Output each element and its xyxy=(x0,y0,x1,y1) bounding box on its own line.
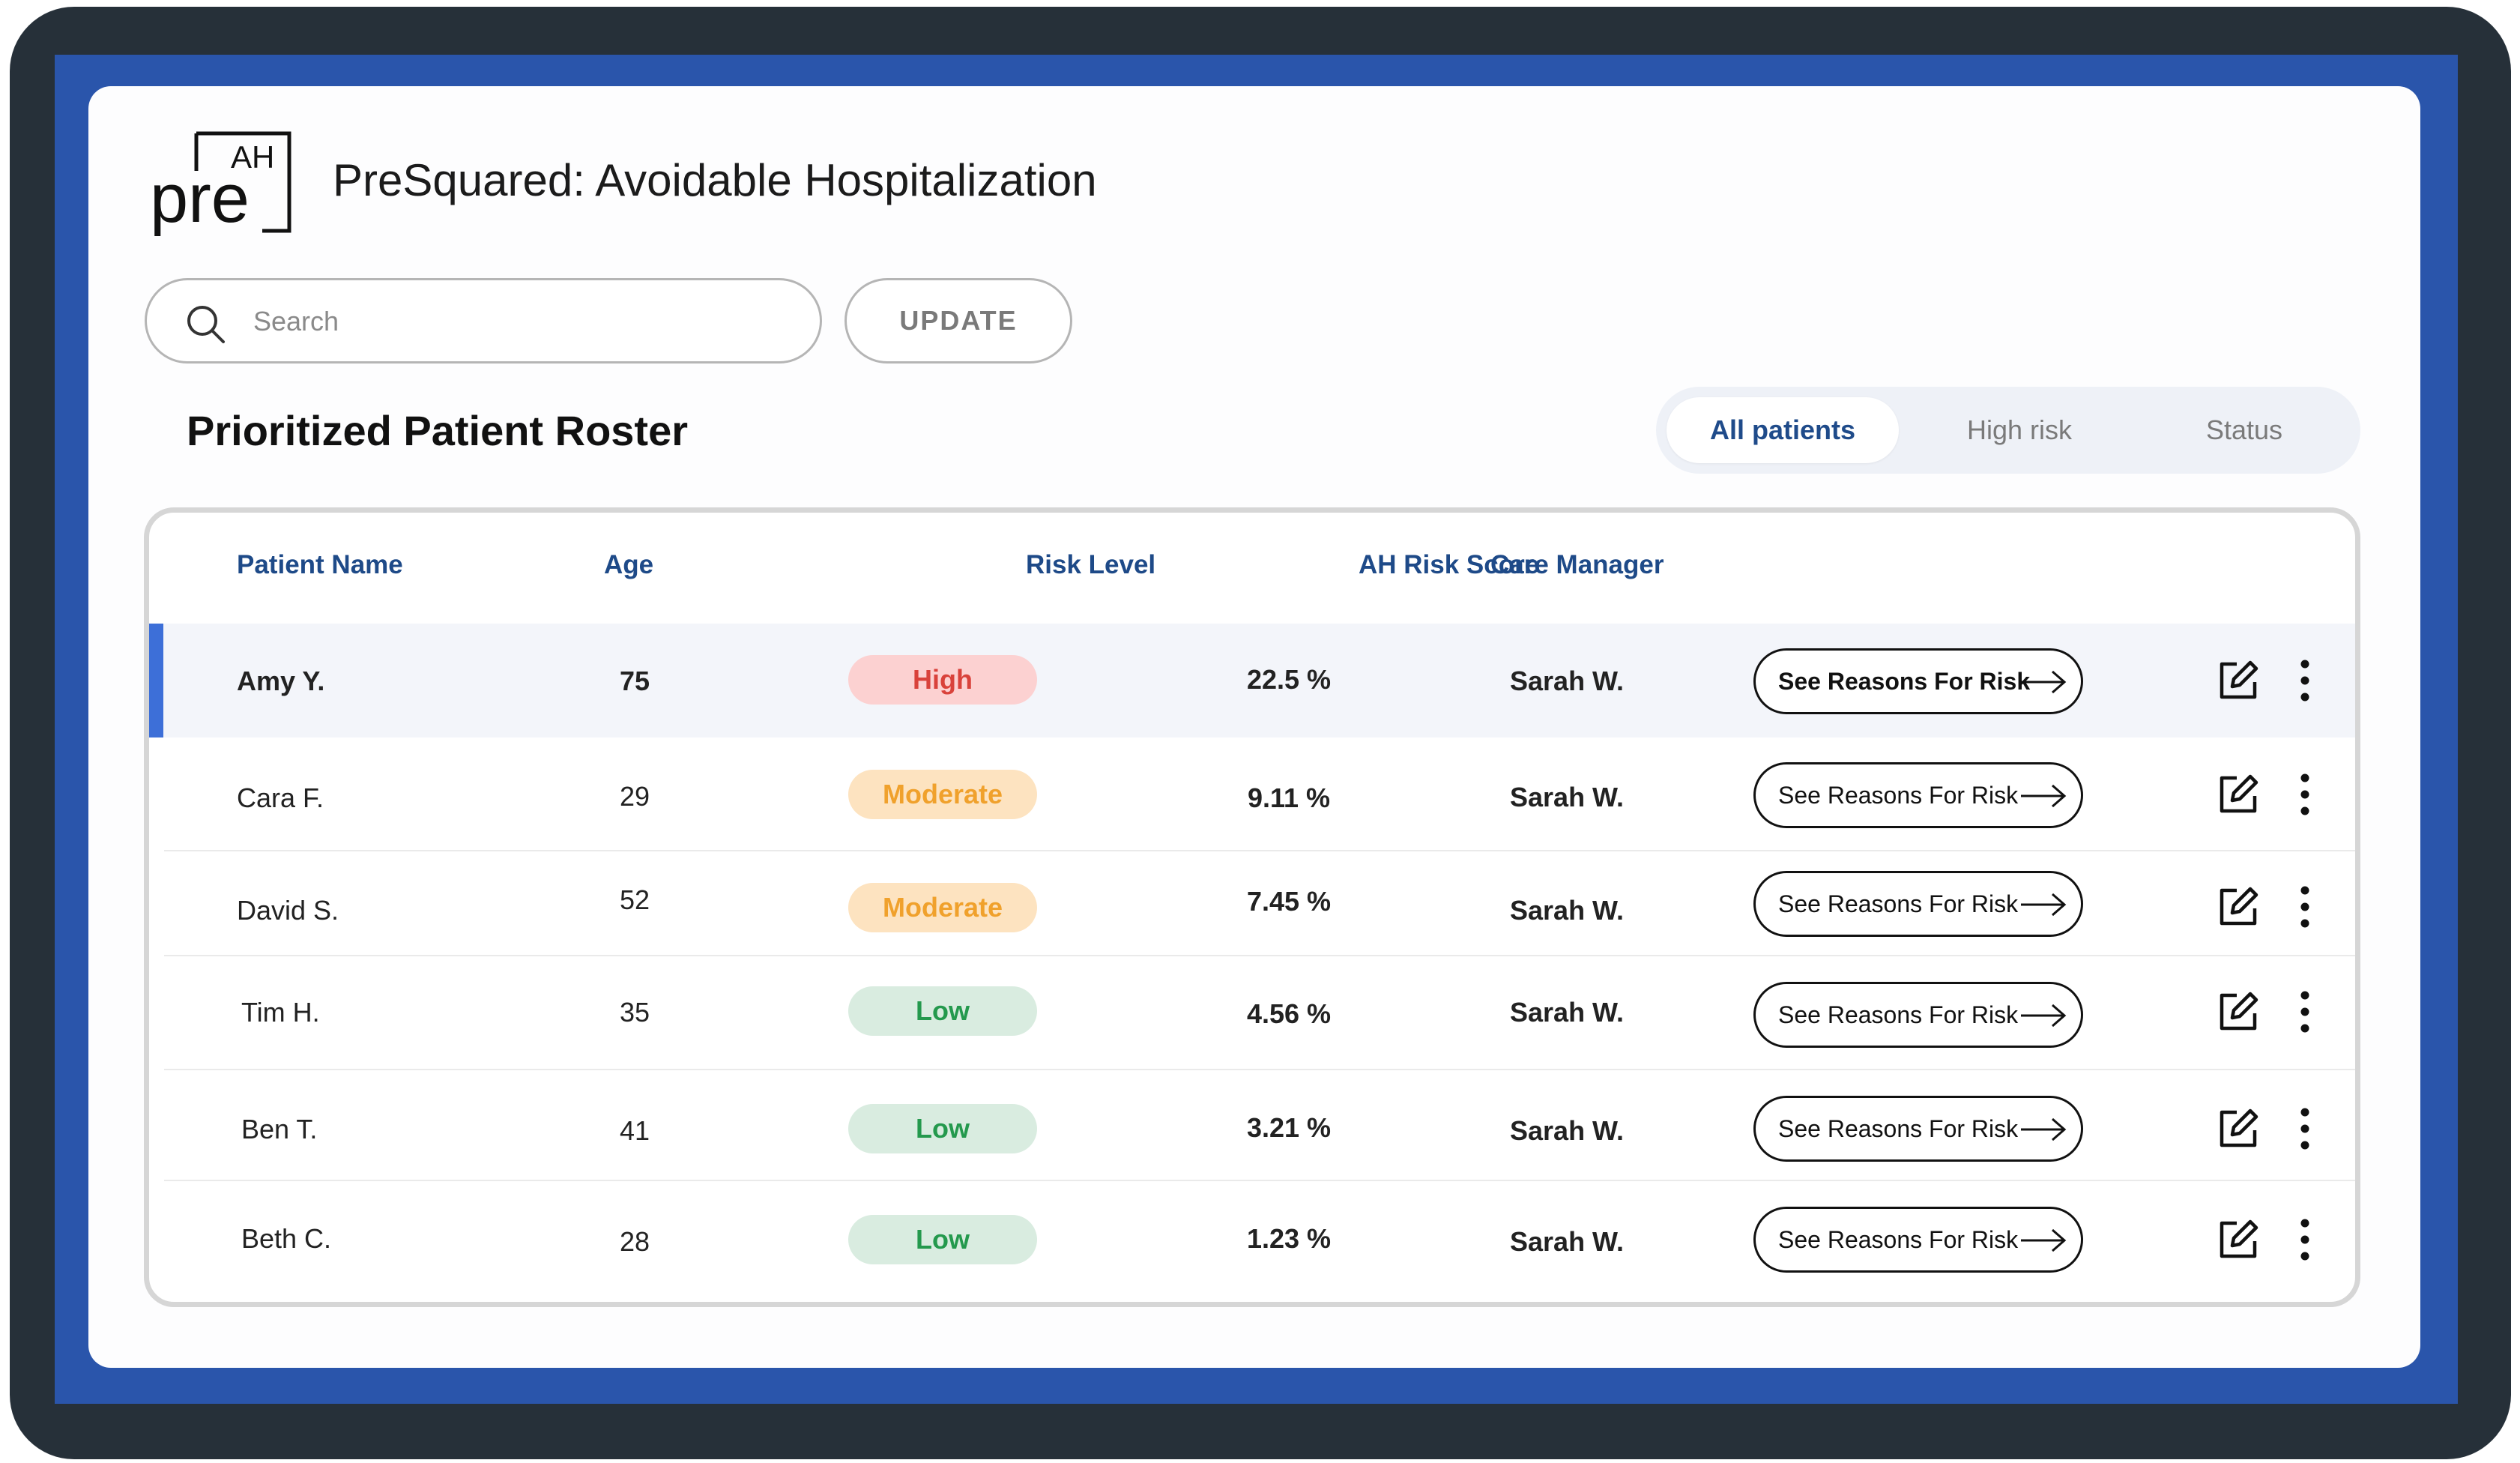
patient-name: Beth C. xyxy=(241,1223,332,1254)
column-header-age[interactable]: Age xyxy=(604,550,654,579)
more-vertical-icon[interactable] xyxy=(2297,989,2312,1034)
arrow-right-icon xyxy=(2021,1004,2067,1028)
column-header-care-manager[interactable]: Care Manager xyxy=(1490,550,1664,579)
tab-high-risk[interactable]: High risk xyxy=(1966,414,2073,445)
column-header-patient-name[interactable]: Patient Name xyxy=(237,550,403,579)
edit-icon[interactable] xyxy=(2216,772,2261,817)
edit-icon[interactable] xyxy=(2216,1106,2261,1151)
patient-age: 35 xyxy=(619,997,650,1028)
risk-badge: Low xyxy=(848,986,1037,1036)
edit-icon[interactable] xyxy=(2216,989,2261,1034)
logo-pre-text: pre xyxy=(150,160,250,237)
see-reasons-label: See Reasons For Risk xyxy=(1778,781,2019,809)
see-reasons-button[interactable]: See Reasons For Risk xyxy=(1753,1096,2083,1162)
column-header-risk-level[interactable]: Risk Level xyxy=(1026,550,1156,579)
see-reasons-label: See Reasons For Risk xyxy=(1778,1001,2019,1028)
risk-badge: High xyxy=(848,655,1037,705)
row-divider xyxy=(164,850,2355,851)
see-reasons-button[interactable]: See Reasons For Risk xyxy=(1753,982,2083,1048)
more-vertical-icon[interactable] xyxy=(2297,658,2312,703)
risk-score: 22.5 % xyxy=(1246,664,1332,695)
row-divider xyxy=(164,1069,2355,1070)
care-manager: Sarah W. xyxy=(1510,1115,1625,1146)
table-row[interactable]: David S. 52 Moderate 7.45 % Sarah W. See… xyxy=(149,851,2355,956)
arrow-right-icon xyxy=(2021,784,2067,808)
see-reasons-button[interactable]: See Reasons For Risk xyxy=(1753,648,2083,714)
care-manager: Sarah W. xyxy=(1510,895,1625,926)
risk-badge: Low xyxy=(848,1104,1037,1153)
see-reasons-label: See Reasons For Risk xyxy=(1778,1114,2019,1142)
column-header-risk-score[interactable]: AH Risk Score xyxy=(1359,550,1540,579)
logo-ah-text: AH xyxy=(231,139,274,175)
patient-age: 28 xyxy=(619,1226,650,1257)
edit-icon[interactable] xyxy=(2216,658,2261,703)
risk-score: 9.11 % xyxy=(1247,782,1331,813)
patient-age: 52 xyxy=(619,884,650,915)
care-manager: Sarah W. xyxy=(1510,782,1625,812)
patient-name: Ben T. xyxy=(241,1114,318,1144)
patient-name: David S. xyxy=(237,895,339,926)
arrow-right-icon xyxy=(2021,1117,2067,1141)
more-vertical-icon[interactable] xyxy=(2297,1217,2312,1262)
search-input[interactable] xyxy=(252,295,791,348)
risk-badge: Moderate xyxy=(848,883,1037,932)
see-reasons-button[interactable]: See Reasons For Risk xyxy=(1753,871,2083,937)
see-reasons-label: See Reasons For Risk xyxy=(1778,1225,2019,1253)
patient-table: Patient Name Age Risk Level AH Risk Scor… xyxy=(144,507,2360,1307)
arrow-right-icon xyxy=(2021,1228,2067,1252)
patient-age: 75 xyxy=(619,666,650,696)
table-row[interactable]: Ben T. 41 Low 3.21 % Sarah W. See Reason… xyxy=(149,1070,2355,1181)
see-reasons-label: See Reasons For Risk xyxy=(1778,667,2031,695)
tab-all-patients[interactable]: All patients xyxy=(1667,397,1899,463)
risk-badge: Low xyxy=(848,1215,1037,1264)
patient-age: 29 xyxy=(619,781,650,812)
roster-title: Prioritized Patient Roster xyxy=(187,407,689,454)
table-row[interactable]: Amy Y. 75 High 22.5 % Sarah W. See Reaso… xyxy=(149,624,2355,737)
table-row[interactable]: Beth C. 28 Low 1.23 % Sarah W. See Reaso… xyxy=(149,1181,2355,1301)
more-vertical-icon[interactable] xyxy=(2297,1106,2312,1151)
selected-row-indicator xyxy=(149,624,163,737)
care-manager: Sarah W. xyxy=(1510,666,1625,696)
table-row[interactable]: Tim H. 35 Low 4.56 % Sarah W. See Reason… xyxy=(149,956,2355,1070)
app-logo: AH pre xyxy=(150,131,291,237)
arrow-right-icon xyxy=(2021,670,2067,694)
risk-score: 4.56 % xyxy=(1246,998,1332,1029)
patient-name: Amy Y. xyxy=(237,666,325,696)
risk-score: 7.45 % xyxy=(1246,886,1332,917)
tab-status[interactable]: Status xyxy=(2205,414,2283,445)
row-divider xyxy=(164,955,2355,956)
filter-tabs: All patients High risk Status xyxy=(1656,387,2360,474)
patient-name: Tim H. xyxy=(241,997,320,1028)
edit-icon[interactable] xyxy=(2216,884,2261,929)
risk-score: 3.21 % xyxy=(1246,1112,1332,1143)
risk-badge: Moderate xyxy=(848,770,1037,819)
care-manager: Sarah W. xyxy=(1510,1226,1625,1257)
app-title: PreSquared: Avoidable Hospitalization xyxy=(333,155,1097,205)
row-divider xyxy=(164,1180,2355,1181)
arrow-right-icon xyxy=(2021,893,2067,917)
edit-icon[interactable] xyxy=(2216,1217,2261,1262)
patient-age: 41 xyxy=(619,1115,650,1146)
patient-name: Cara F. xyxy=(237,782,324,813)
care-manager: Sarah W. xyxy=(1510,997,1625,1028)
more-vertical-icon[interactable] xyxy=(2297,884,2312,929)
table-row[interactable]: Cara F. 29 Moderate 9.11 % Sarah W. See … xyxy=(149,737,2355,851)
search-icon xyxy=(187,306,225,343)
update-button[interactable]: UPDATE xyxy=(844,278,1072,364)
see-reasons-label: See Reasons For Risk xyxy=(1778,890,2019,917)
more-vertical-icon[interactable] xyxy=(2297,772,2312,817)
risk-score: 1.23 % xyxy=(1246,1223,1332,1254)
see-reasons-button[interactable]: See Reasons For Risk xyxy=(1753,762,2083,828)
see-reasons-button[interactable]: See Reasons For Risk xyxy=(1753,1207,2083,1273)
search-box[interactable] xyxy=(145,278,822,364)
